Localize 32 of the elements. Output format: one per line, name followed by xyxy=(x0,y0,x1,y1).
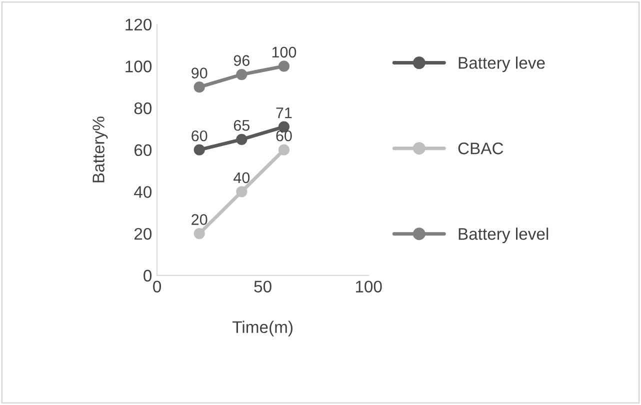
y-tick-label: 80 xyxy=(134,102,152,114)
y-tick-label: 120 xyxy=(126,18,152,31)
data-label: 60 xyxy=(276,130,292,142)
x-tick-label: 50 xyxy=(254,280,272,293)
legend-label: Battery level xyxy=(458,228,548,244)
x-tick-label: 100 xyxy=(356,280,382,293)
y-tick-label: 60 xyxy=(134,144,152,156)
data-label: 40 xyxy=(234,172,250,184)
data-label: 60 xyxy=(192,130,208,142)
y-tick-label: 100 xyxy=(126,60,152,72)
point xyxy=(194,144,205,156)
point xyxy=(194,228,205,240)
point xyxy=(236,186,248,198)
point xyxy=(194,82,205,93)
legend-label: CBAC xyxy=(458,142,504,154)
y-axis-title: Battery% xyxy=(92,116,108,182)
point xyxy=(278,60,290,72)
y-tick-label: 40 xyxy=(134,186,152,198)
data-label: 100 xyxy=(272,46,296,58)
data-label: 65 xyxy=(234,120,250,131)
legend-label: Battery leve xyxy=(458,56,545,72)
x-tick-label: 0 xyxy=(153,280,162,293)
y-tick-label: 0 xyxy=(144,270,152,282)
y-tick-label: 20 xyxy=(134,228,152,240)
data-label: 20 xyxy=(192,214,208,225)
point xyxy=(236,68,248,80)
data-label: 90 xyxy=(192,68,208,78)
point xyxy=(278,144,290,156)
data-label: 71 xyxy=(276,108,292,118)
data-label: 96 xyxy=(234,55,250,66)
x-axis-title: Time(m) xyxy=(232,320,292,336)
point xyxy=(236,134,248,145)
